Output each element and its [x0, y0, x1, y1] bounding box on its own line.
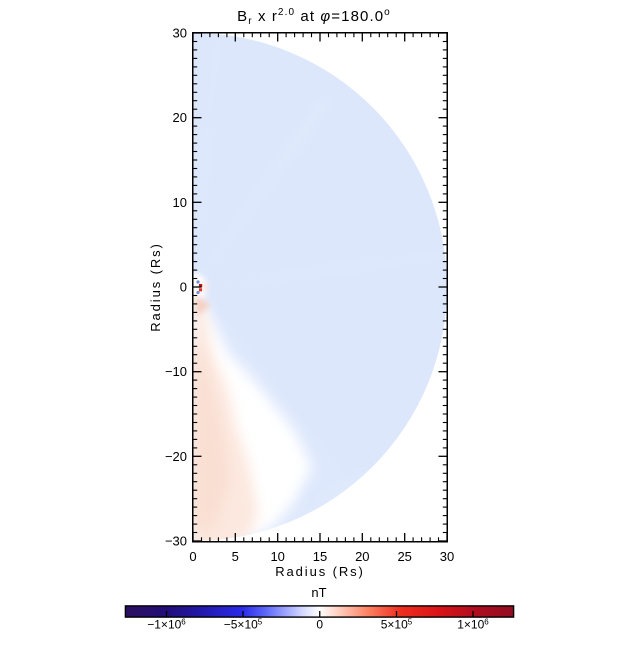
svg-text:0: 0 [316, 618, 323, 632]
svg-text:15: 15 [313, 549, 327, 564]
svg-text:20: 20 [173, 110, 187, 125]
svg-text:nT: nT [311, 585, 326, 600]
svg-text:Radius (Rs): Radius (Rs) [275, 564, 365, 579]
svg-text:−5×105: −5×105 [224, 618, 263, 632]
svg-text:0: 0 [189, 549, 196, 564]
svg-text:−10: −10 [165, 364, 187, 379]
svg-text:25: 25 [397, 549, 411, 564]
svg-text:−1×106: −1×106 [147, 618, 186, 632]
svg-text:Br x r2.0 at φ=180.0o: Br x r2.0 at φ=180.0o [237, 7, 391, 27]
svg-text:10: 10 [270, 549, 284, 564]
svg-text:−20: −20 [165, 449, 187, 464]
svg-text:Radius (Rs): Radius (Rs) [148, 242, 163, 332]
svg-text:30: 30 [440, 549, 454, 564]
svg-text:5: 5 [232, 549, 239, 564]
svg-text:10: 10 [173, 195, 187, 210]
svg-text:20: 20 [355, 549, 369, 564]
svg-text:30: 30 [173, 26, 187, 41]
svg-text:1×106: 1×106 [457, 618, 489, 632]
svg-text:−30: −30 [165, 534, 187, 549]
svg-text:5×105: 5×105 [381, 618, 413, 632]
svg-text:0: 0 [180, 280, 187, 295]
